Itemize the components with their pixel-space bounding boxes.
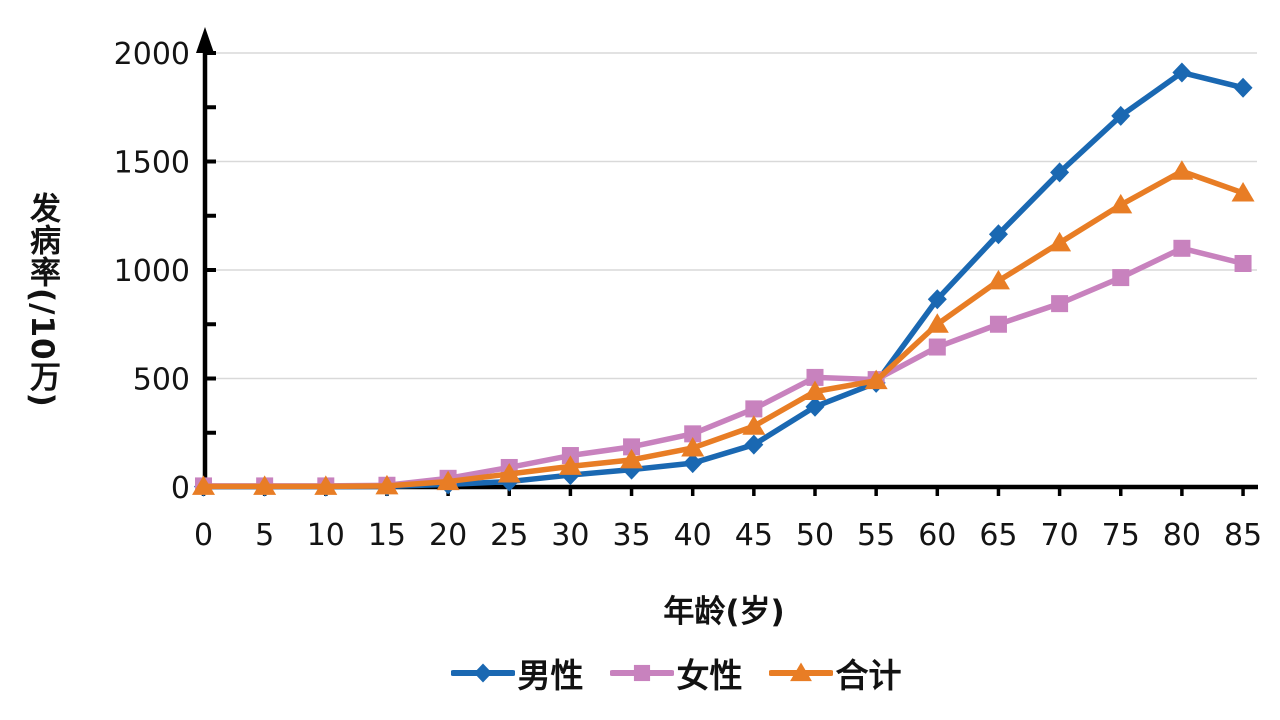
series-female-line — [200, 245, 1246, 489]
x-tick-label: 30 — [551, 518, 589, 553]
x-tick-label: 35 — [612, 518, 650, 553]
x-tick-label: 50 — [796, 518, 834, 553]
series-total-point — [314, 475, 338, 495]
series-total-point — [375, 474, 399, 495]
x-axis-title: 年龄(岁) — [663, 594, 785, 630]
series-total-point — [742, 415, 766, 435]
series-total-point — [497, 462, 521, 483]
series-male-point — [1050, 162, 1070, 183]
series-female-point — [1051, 295, 1069, 313]
series-total-point — [986, 269, 1010, 290]
series-total-point — [436, 470, 460, 491]
series-total-point — [192, 475, 215, 495]
series-female-point — [1234, 254, 1252, 272]
x-tick-label: 5 — [255, 518, 274, 553]
series-total-point — [803, 380, 827, 401]
series-total-line — [200, 168, 1246, 490]
series-total-point — [864, 369, 888, 390]
series-male-point — [988, 224, 1008, 245]
legend: 男性 女性 合计 — [0, 649, 1280, 697]
x-tick-label: 75 — [1102, 518, 1140, 553]
series-male-point — [683, 453, 703, 474]
series-female-point — [806, 368, 824, 386]
series-total-point — [253, 475, 277, 495]
legend-label-total: 合计 — [835, 656, 902, 695]
y-tick-label: 2000 — [114, 37, 190, 72]
series-female-point — [745, 400, 763, 418]
y-tick-label: 0 — [171, 471, 190, 506]
series-total-point — [925, 313, 949, 333]
legend-swatch-female — [609, 664, 674, 682]
y-tick-label: 500 — [133, 363, 190, 398]
series-total-point — [1170, 160, 1194, 180]
x-tick-label: 25 — [490, 518, 528, 553]
series-female-point — [928, 338, 946, 356]
x-tick-label: 80 — [1163, 518, 1201, 553]
series-total-point — [1231, 181, 1255, 202]
series-total-point — [1048, 231, 1072, 252]
series-total-point — [620, 448, 644, 469]
series-female-point — [1112, 269, 1130, 287]
x-tick-label: 55 — [857, 518, 895, 553]
x-tick-label: 60 — [918, 518, 956, 553]
y-axis-title: 发病率(/10万) — [24, 192, 60, 408]
x-tick-label: 85 — [1224, 518, 1262, 553]
x-tick-label: 15 — [368, 518, 406, 553]
y-tick-label: 1500 — [114, 146, 190, 181]
x-tick-label: 40 — [674, 518, 712, 553]
series-female-point — [684, 425, 702, 443]
series-male-point — [1172, 62, 1192, 83]
x-tick-label: 45 — [735, 518, 773, 553]
legend-label-female: 女性 — [676, 656, 743, 695]
series-female-point — [623, 438, 641, 456]
legend-marker-total — [789, 662, 812, 682]
series-male-point — [1111, 105, 1131, 126]
series-total-point — [558, 455, 582, 475]
series-female-point — [989, 315, 1007, 333]
y-tick-label: 1000 — [114, 254, 190, 289]
series-male-point — [927, 289, 947, 310]
legend-marker-female — [633, 664, 650, 682]
series-male-point — [805, 396, 825, 417]
series-total-point — [1109, 193, 1133, 214]
x-tick-label: 65 — [979, 518, 1017, 553]
series-male-line — [200, 69, 1246, 490]
legend-swatch-male — [450, 663, 515, 683]
x-tick-label: 20 — [429, 518, 467, 553]
series-total-point — [681, 436, 705, 457]
chart-svg: 0 5 10 15 20 25 30 35 40 45 50 55 60 65 70 75 80 85 0 500 10… — [114, 27, 1262, 553]
legend-item-female: 女性 — [609, 649, 743, 697]
x-tick-label: 0 — [194, 518, 213, 553]
series-male-point — [744, 434, 764, 455]
legend-item-male: 男性 — [450, 649, 584, 697]
legend-label-male: 男性 — [517, 656, 584, 695]
series-male-point — [1233, 77, 1253, 98]
series-female-point — [1173, 239, 1191, 257]
x-tick-label: 70 — [1041, 518, 1079, 553]
y-axis-arrow — [196, 27, 214, 53]
legend-marker-male — [473, 663, 492, 683]
legend-item-total: 合计 — [768, 649, 902, 697]
legend-swatch-total — [768, 662, 833, 682]
x-tick-label: 10 — [307, 518, 345, 553]
